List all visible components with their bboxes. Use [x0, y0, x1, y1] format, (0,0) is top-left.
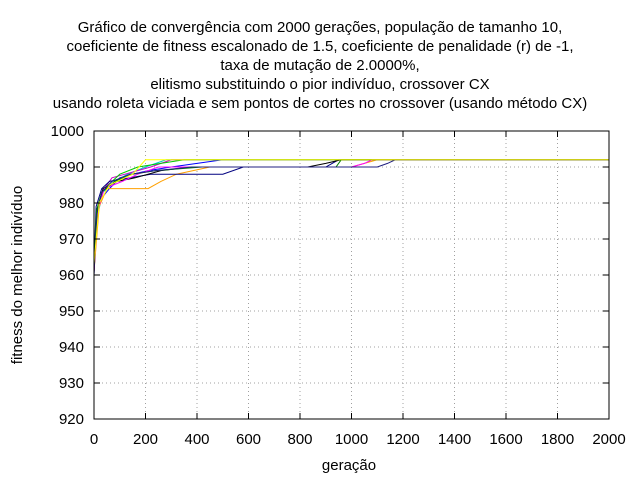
x-tick-label: 400: [184, 431, 209, 448]
chart-title-line-2: coeficiente de fitness escalonado de 1.5…: [66, 38, 574, 55]
y-tick-label: 960: [59, 267, 84, 284]
series-lines: [93, 159, 609, 276]
x-tick-label: 600: [236, 431, 261, 448]
x-tick-label: 1600: [489, 431, 522, 448]
chart-title-line-5: usando roleta viciada e sem pontos de co…: [52, 95, 588, 112]
series-line-10: [93, 159, 609, 272]
x-tick-label: 1200: [386, 431, 419, 448]
chart-title-line-4: elitismo substituindo o pior indivíduo, …: [150, 76, 490, 93]
chart-title-line-3: taxa de mutação de 2.0000%,: [220, 57, 420, 74]
y-tick-label: 1000: [51, 123, 84, 140]
y-tick-label: 980: [59, 195, 84, 212]
y-tick-label: 930: [59, 375, 84, 392]
series-line-6: [93, 159, 609, 268]
x-tick-label: 1400: [438, 431, 471, 448]
x-axis-label: geração: [322, 457, 376, 474]
x-tick-label: 1800: [541, 431, 574, 448]
x-tick-label: 200: [133, 431, 158, 448]
chart-title-line-1: Gráfico de convergência com 2000 geraçõe…: [77, 19, 563, 36]
y-tick-label: 920: [59, 411, 84, 428]
axis-ticks: 0 200 400 600 800 1000 1200 1400 1600 1800 2000 920…: [51, 123, 626, 448]
x-tick-label: 2000: [592, 431, 625, 448]
y-axis-label: fitness do melhor indivíduo: [9, 186, 26, 364]
y-tick-label: 990: [59, 159, 84, 176]
x-tick-label: 0: [90, 431, 98, 448]
x-tick-label: 800: [287, 431, 312, 448]
grid-lines: [94, 131, 609, 419]
y-tick-label: 940: [59, 339, 84, 356]
series-line-11: [93, 159, 609, 265]
series-line-8: [93, 159, 609, 272]
y-tick-label: 970: [59, 231, 84, 248]
y-tick-label: 950: [59, 303, 84, 320]
x-tick-label: 1000: [335, 431, 368, 448]
